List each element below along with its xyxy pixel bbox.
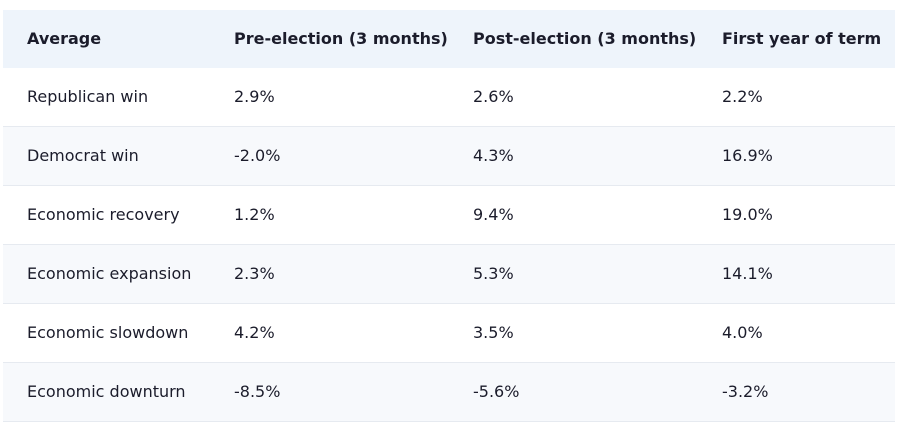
table-cell: -5.6% xyxy=(473,382,520,401)
table-cell: Economic expansion xyxy=(27,264,192,283)
table: Average Pre-election (3 months) Post-elect… xyxy=(3,10,895,422)
table-row: Economic recovery 1.2% 9.4% 19.0% xyxy=(3,186,895,245)
table-cell: Democrat win xyxy=(27,146,139,165)
table-cell: 3.5% xyxy=(473,323,514,342)
table-cell: 19.0% xyxy=(722,205,773,224)
table-row: Republican win 2.9% 2.6% 2.2% xyxy=(3,68,895,127)
header-cell: Average xyxy=(27,29,102,48)
table-cell: -8.5% xyxy=(234,382,281,401)
table-cell: 2.9% xyxy=(234,87,275,106)
table-row: Economic downturn -8.5% -5.6% -3.2% xyxy=(3,363,895,422)
table-cell: 2.3% xyxy=(234,264,275,283)
header-cell: First year of term xyxy=(722,29,882,48)
table-cell: Economic recovery xyxy=(27,205,180,224)
table-cell: Republican win xyxy=(27,87,149,106)
table-cell: Economic slowdown xyxy=(27,323,189,342)
table-row: Democrat win -2.0% 4.3% 16.9% xyxy=(3,127,895,186)
header-cell: Post-election (3 months) xyxy=(473,29,697,48)
table-cell: 4.2% xyxy=(234,323,275,342)
table-cell: 4.3% xyxy=(473,146,514,165)
table-cell: 5.3% xyxy=(473,264,514,283)
table-row: Economic expansion 2.3% 5.3% 14.1% xyxy=(3,245,895,304)
table-cell: 1.2% xyxy=(234,205,275,224)
table-cell: 16.9% xyxy=(722,146,773,165)
table-cell: -2.0% xyxy=(234,146,281,165)
header-cell: Pre-election (3 months) xyxy=(234,29,448,48)
header-row: Average Pre-election (3 months) Post-elect… xyxy=(3,10,895,68)
table-cell: -3.2% xyxy=(722,382,769,401)
table-cell: 4.0% xyxy=(722,323,763,342)
table-cell: 9.4% xyxy=(473,205,514,224)
table-cell: 2.6% xyxy=(473,87,514,106)
table-cell: Economic downturn xyxy=(27,382,186,401)
table-cell: 14.1% xyxy=(722,264,773,283)
table-cell: 2.2% xyxy=(722,87,763,106)
table-row: Economic slowdown 4.2% 3.5% 4.0% xyxy=(3,304,895,363)
